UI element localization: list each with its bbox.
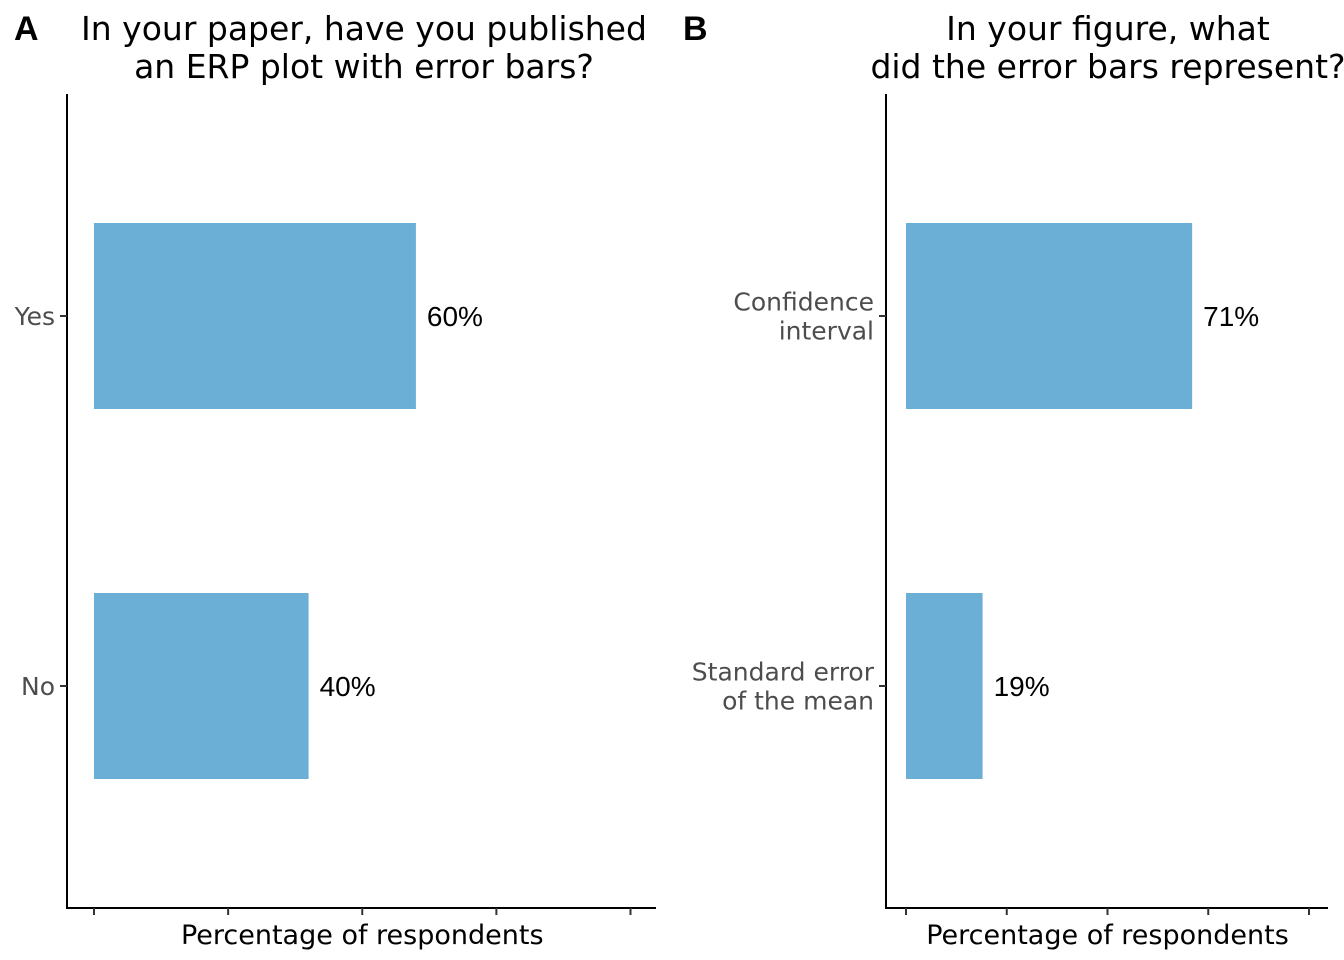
panel-a-letter: A	[14, 10, 39, 48]
panel-b-bar-1	[906, 223, 1193, 409]
panel-b-category-label: interval	[779, 317, 874, 346]
panel-b-data-label-1: 71%	[1203, 301, 1259, 332]
panel-a-category-label: No	[21, 672, 55, 701]
panel-a-data-label-1: 60%	[427, 301, 483, 332]
panel-b-data-label-2: 19%	[994, 671, 1050, 702]
panel-b-category-label: Confidence	[733, 288, 874, 317]
panel-a-bar-2	[94, 593, 309, 779]
panel-b-category-label: Standard error	[692, 658, 875, 687]
panel-a-title-line: an ERP plot with error bars?	[134, 47, 594, 86]
panel-a-category-label: Yes	[14, 302, 55, 331]
panel-b-title-line: In your figure, what	[946, 9, 1270, 48]
panel-b-title-line: did the error bars represent?	[870, 47, 1344, 86]
panel-a-x-axis-title: Percentage of respondents	[181, 920, 544, 951]
panel-b-letter: B	[683, 10, 708, 48]
panel-a-data-label-2: 40%	[320, 671, 376, 702]
panel-b-x-axis-title: Percentage of respondents	[926, 920, 1289, 951]
panel-b-category-label: of the mean	[722, 687, 874, 716]
panel-a-bar-1	[94, 223, 416, 409]
panel-a-title-line: In your paper, have you published	[81, 9, 647, 48]
panel-b-bar-2	[906, 593, 983, 779]
